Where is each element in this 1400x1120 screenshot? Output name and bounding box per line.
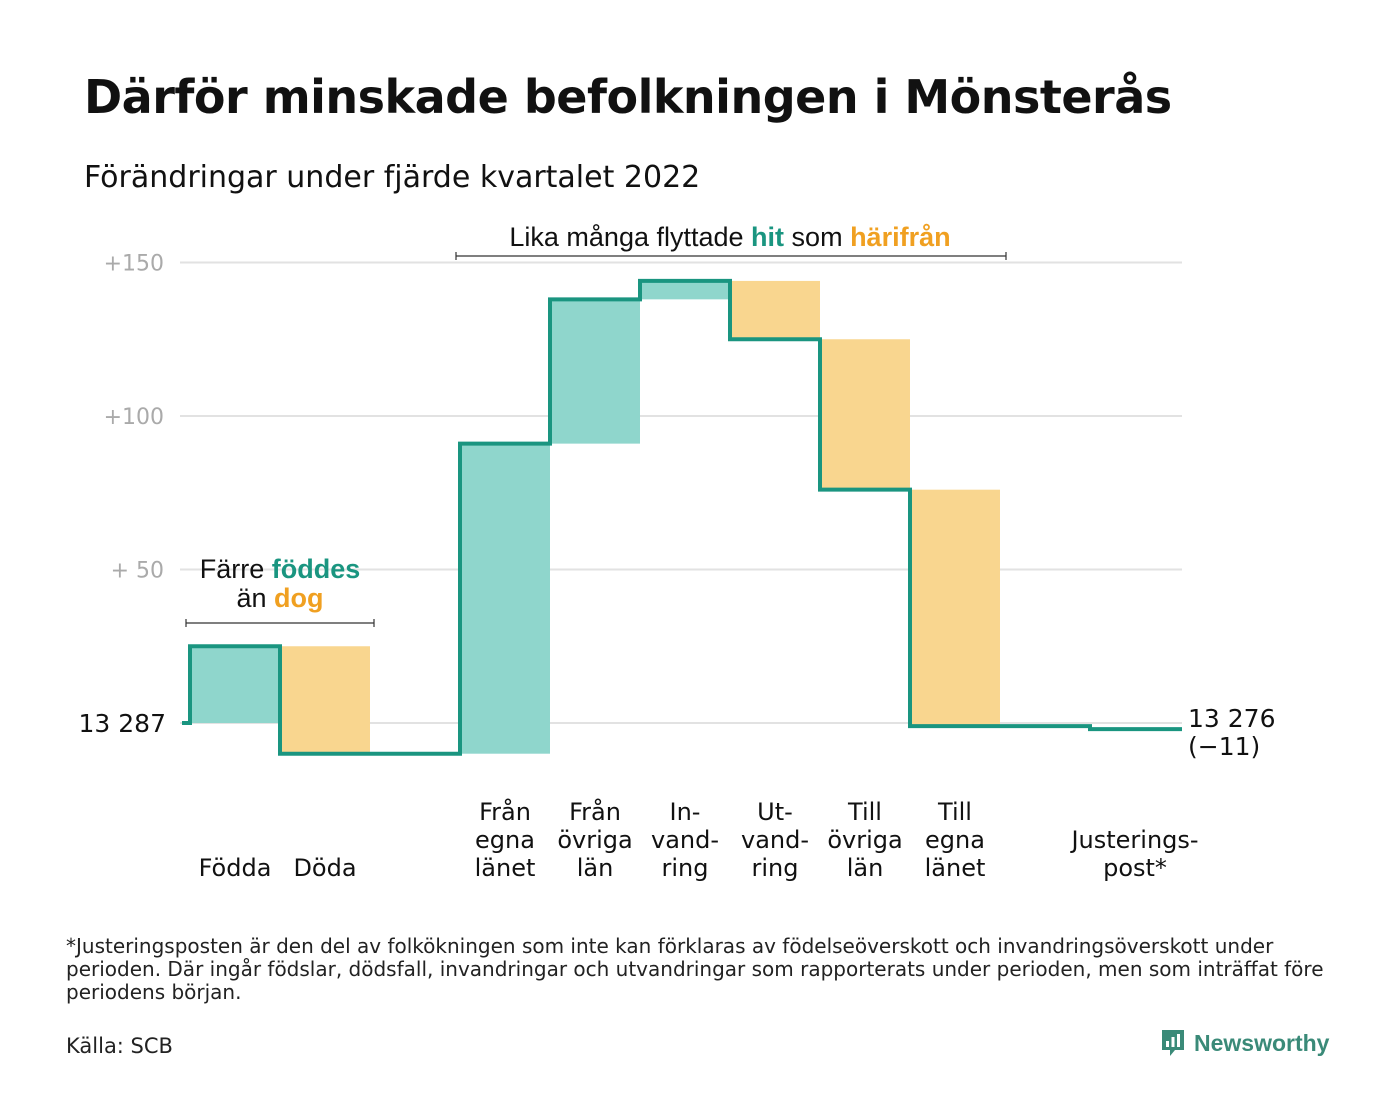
x-category-label: Till egna länet [925,798,986,882]
brand-logo: Newsworthy [1160,1028,1329,1058]
end-change-label: (−11) [1188,732,1260,761]
x-category-label: Döda [293,854,356,882]
chart-subtitle: Förändringar under fjärde kvartalet 2022 [84,160,701,195]
bar-utvandring [730,280,820,340]
annotation-migration: Lika många flyttade hit som härifrån [509,222,950,252]
x-category-label: Justerings-post* [1069,826,1198,882]
bar-födda [190,646,280,723]
start-value-label: 13 287 [79,709,166,738]
x-category-label: Från övriga län [557,797,632,882]
y-tick-label: +150 [104,252,164,277]
bar-till-egna-länet [910,489,1000,727]
bar-döda [280,646,370,754]
waterfall-chart: +150 +100 + 50 Födda Döda Från egna länet Från öv… [79,222,1276,882]
footnote: *Justeringsposten är den del av folkökni… [66,934,1324,1004]
annotation-births: Färre föddes än dog [200,554,361,613]
newsworthy-logo-icon [1162,1030,1184,1056]
y-tick-label: + 50 [111,559,164,584]
brand-name: Newsworthy [1194,1029,1330,1056]
bar-till-övriga-län [820,339,910,490]
x-category-label: Till övriga län [827,798,902,882]
chart-title: Därför minskade befolkningen i Mönsterås [84,70,1172,124]
y-tick-label: +100 [104,405,164,430]
bar-från-egna-länet [460,443,550,754]
cumulative-step-line [182,278,1182,756]
x-category-label: Födda [199,854,272,882]
x-category-label: In-vand-ring [651,798,719,882]
x-category-label: Ut-vand-ring [741,798,809,882]
x-category-label: Från egna länet [475,797,536,882]
source-note: Källa: SCB [66,1034,173,1058]
bar-från-övriga-län [550,299,640,444]
end-value-label: 13 276 [1188,704,1275,733]
bar-invandring [640,280,730,300]
